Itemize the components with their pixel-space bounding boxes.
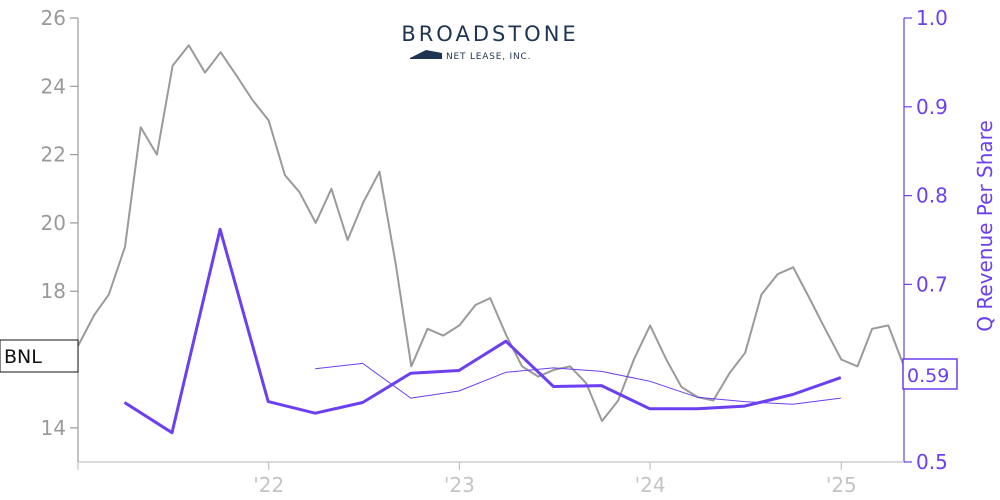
right-tick-label: 0.7 — [916, 272, 948, 296]
x-tick-label: '24 — [635, 473, 666, 497]
series-layer — [77, 44, 905, 435]
right-tick-label: 0.5 — [916, 450, 948, 474]
price-line — [77, 44, 905, 422]
ticker-badge — [0, 339, 79, 373]
right-axis-ticks: 0.5 0.7 0.8 0.9 1.0 — [904, 6, 948, 474]
broadstone-logo: BROADSTONE NET LEASE, INC. — [401, 22, 578, 62]
right-tick-label: 0.9 — [916, 95, 948, 119]
right-tick-label: 0.8 — [916, 184, 948, 208]
revenue-line-secondary — [315, 362, 841, 405]
right-tick-label: 1.0 — [916, 6, 948, 30]
logo-subtitle: NET LEASE, INC. — [446, 52, 531, 62]
last-value-badge — [902, 358, 958, 390]
last-value-label: 0.59 — [907, 365, 949, 387]
right-axis-title: Q Revenue Per Share — [973, 120, 997, 332]
left-axis-ticks: 14 18 20 22 24 26 — [41, 6, 78, 440]
left-tick-label: 22 — [41, 143, 66, 167]
left-tick-label: 20 — [41, 211, 66, 235]
x-tick-label: '22 — [253, 473, 284, 497]
building-icon — [410, 50, 442, 59]
revenue-line — [123, 227, 842, 435]
x-tick-label: '23 — [444, 473, 475, 497]
logo-name: BROADSTONE — [401, 22, 578, 46]
left-tick-label: 24 — [41, 74, 66, 98]
ticker-label: BNL — [4, 346, 42, 368]
left-tick-label: 26 — [41, 6, 66, 30]
left-tick-label: 14 — [41, 416, 66, 440]
x-axis-ticks: '22 '23 '24 '25 — [77, 462, 857, 497]
left-tick-label: 18 — [41, 279, 66, 303]
x-tick-label: '25 — [826, 473, 857, 497]
